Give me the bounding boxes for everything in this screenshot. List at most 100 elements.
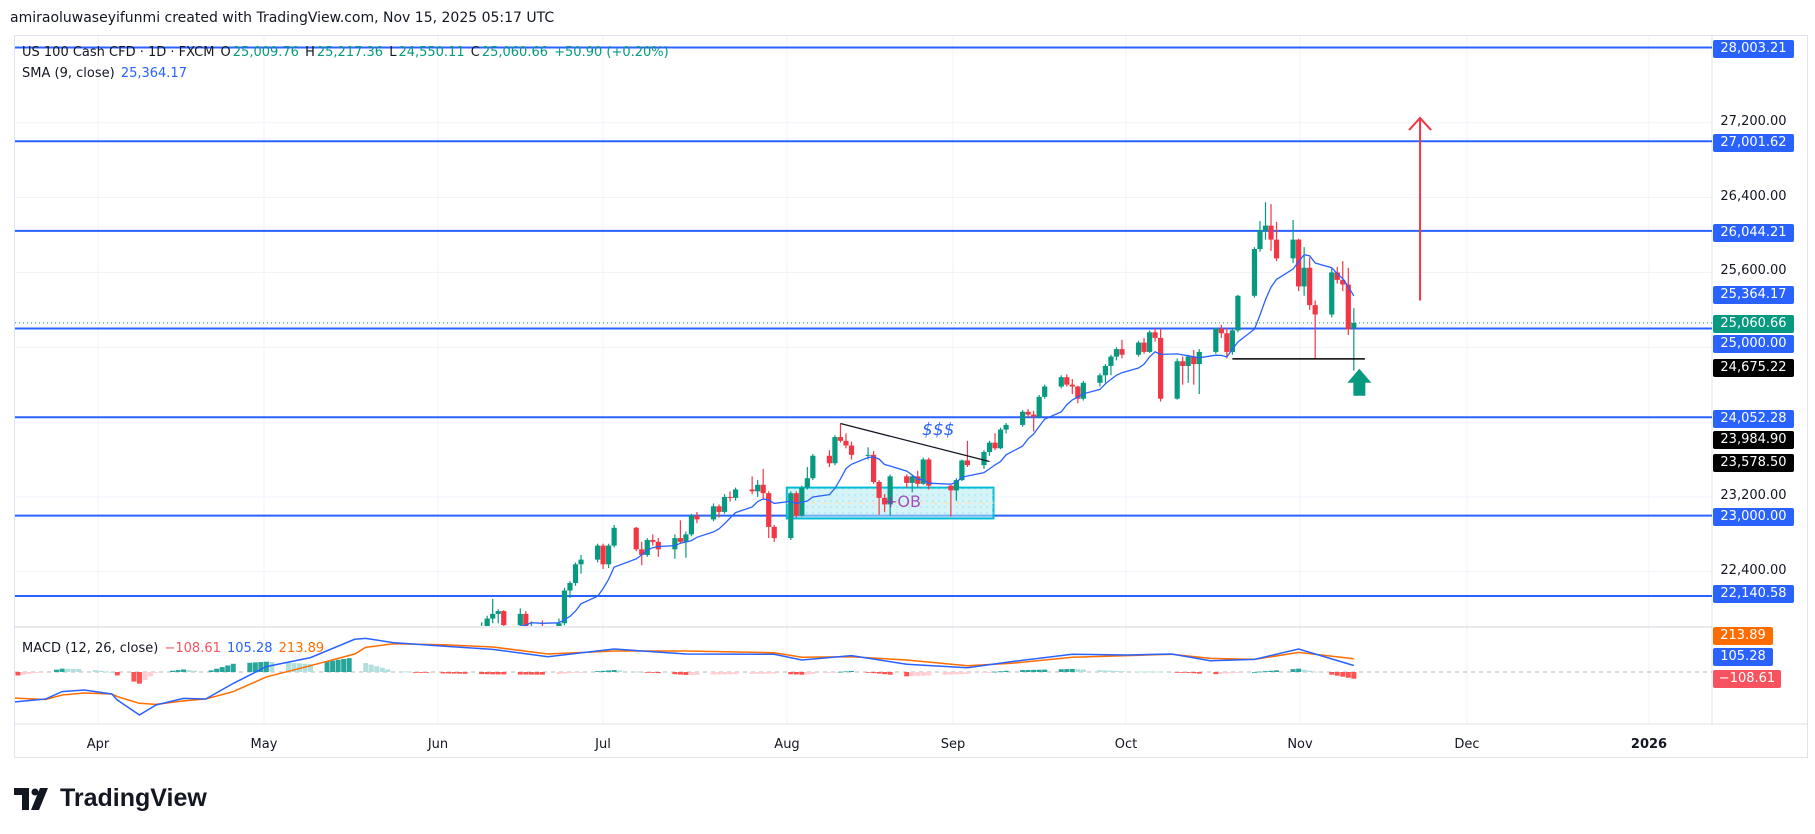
candle-body [606, 545, 612, 565]
candle [644, 538, 650, 557]
macd-histogram-bar [330, 660, 336, 672]
macd-histogram-bar [490, 672, 496, 675]
candle-body [1119, 349, 1125, 355]
drawings[interactable] [840, 116, 1432, 463]
candle [948, 484, 954, 517]
sma-legend[interactable]: SMA (9, close) 25,364.17 [22, 66, 189, 81]
candle [561, 587, 568, 626]
macd-histogram-bar [1290, 669, 1296, 672]
macd-legend[interactable]: MACD (12, 26, close) −108.61 105.28 213.… [22, 641, 326, 656]
macd-histogram-bar [385, 669, 391, 672]
symbol-name[interactable]: US 100 Cash CFD · 1D · FXCM [22, 45, 215, 60]
candle [633, 526, 639, 552]
candle [463, 628, 468, 654]
candle-body [804, 478, 810, 488]
candle-body [600, 545, 606, 565]
candle-body [1180, 361, 1186, 366]
candle-body [826, 455, 833, 464]
price-tick-label: 22,400.00 [1720, 562, 1787, 578]
macd-histogram-bar [1268, 670, 1274, 672]
candle [876, 480, 882, 515]
macd-histogram-bar [942, 672, 948, 675]
macd-histogram-bar [826, 672, 832, 673]
candle-body [1251, 249, 1258, 296]
macd-histogram-bar [1334, 672, 1340, 676]
candle-body [832, 437, 838, 464]
macd-histogram-bar [1263, 671, 1268, 672]
candle [904, 474, 910, 488]
macd-histogram-bar [1329, 672, 1335, 675]
candle-body [1152, 332, 1158, 338]
candle [826, 450, 833, 468]
macd-histogram-bar [1158, 671, 1164, 673]
macd-histogram-bar [882, 672, 888, 675]
liquidity-label[interactable]: $$$ [922, 420, 955, 440]
candle-body [1229, 330, 1235, 352]
price-tick-label: 27,200.00 [1720, 113, 1787, 129]
level-badge: 28,003.21 [1713, 40, 1794, 58]
macd-histogram-bar [561, 672, 567, 674]
candle [1080, 380, 1086, 401]
macd-histogram-bar [462, 672, 468, 674]
candle-body [926, 459, 932, 486]
candle [1334, 266, 1340, 284]
macd-histogram-bar [998, 671, 1004, 673]
candle [1158, 328, 1164, 402]
macd-histogram-bar [766, 672, 772, 674]
candle [1224, 327, 1230, 359]
level-badge: 22,140.58 [1713, 585, 1794, 603]
order-block-label[interactable]: +OB [884, 492, 921, 511]
candle-body [1329, 272, 1335, 315]
candle [1064, 374, 1070, 387]
macd-histogram-bar [534, 672, 540, 675]
candle-body [1135, 342, 1142, 355]
candle-body [959, 460, 965, 481]
last-price-badge: 25,060.66 [1713, 315, 1794, 333]
candle [530, 621, 532, 626]
macd-histogram-bar [114, 672, 120, 676]
macd-histogram-bar [258, 662, 264, 672]
candle-body [490, 613, 496, 619]
candle [677, 520, 683, 544]
candle [755, 480, 761, 497]
candle [567, 581, 573, 598]
candle [1196, 349, 1202, 395]
macd-histogram-bar [517, 672, 523, 675]
macd-histogram-bar [722, 672, 728, 675]
tradingview-logo-text: TradingView [60, 784, 207, 812]
macd-histogram-bar [147, 672, 153, 677]
entry-arrow-up-icon [1347, 368, 1372, 396]
candle [1262, 202, 1269, 240]
trendline-badge: 23,984.90 [1713, 431, 1794, 449]
candle [1069, 379, 1075, 395]
histogram-badge: −108.61 [1713, 670, 1781, 688]
macd-histogram-bar [1345, 672, 1351, 678]
time-label: Jul [595, 737, 611, 752]
candle-body [1146, 332, 1153, 352]
candle-body [1191, 356, 1197, 365]
candle-body [1025, 411, 1031, 415]
candle-body [1340, 279, 1346, 285]
time-label: Apr [86, 737, 110, 752]
candle-body [633, 527, 639, 550]
macd-histogram-bar [92, 670, 98, 672]
macd-histogram-bar [981, 672, 987, 673]
candle-body [1185, 356, 1191, 366]
macd-signal-value: 213.89 [278, 641, 325, 656]
macd-histogram-bar [1108, 670, 1114, 672]
tradingview-logo[interactable]: TradingView [14, 784, 207, 813]
macd-histogram-bar [788, 672, 794, 675]
candle [1329, 268, 1335, 318]
macd-histogram-bar [523, 672, 529, 675]
sma-badge: 25,364.17 [1713, 286, 1794, 304]
macd-histogram-bar [186, 670, 192, 672]
macd-histogram-bar [672, 672, 678, 675]
sma-label: SMA (9, close) [22, 66, 115, 81]
candle-body [997, 429, 1004, 449]
macd-histogram-bar [595, 671, 601, 672]
macd-histogram-bar [749, 672, 755, 674]
macd-histogram-bar [269, 661, 275, 672]
candle [600, 543, 606, 569]
candle-body [688, 515, 695, 535]
